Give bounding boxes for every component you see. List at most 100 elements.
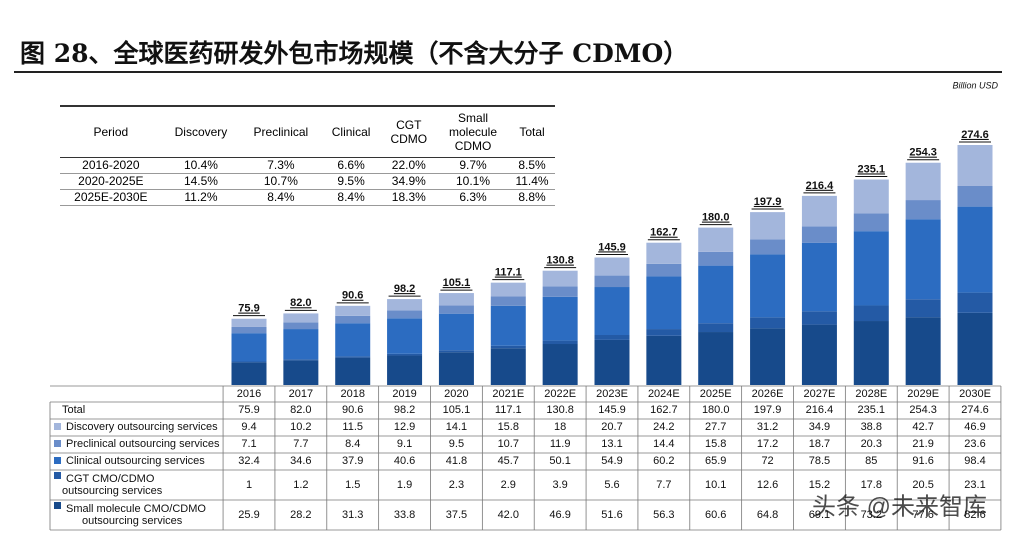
table-cell: 65.9 xyxy=(705,455,726,467)
table-cell: 82.0 xyxy=(290,404,311,416)
bar-segment xyxy=(698,265,734,324)
table-cell: 32.4 xyxy=(238,455,259,467)
row-label: Total xyxy=(62,404,85,416)
total-label: 254.3 xyxy=(909,147,937,159)
bar-segment xyxy=(594,257,630,276)
bar-segment xyxy=(542,344,578,385)
table-cell: 23.6 xyxy=(964,438,985,450)
bar-segment xyxy=(905,200,941,220)
table-cell: 31.3 xyxy=(342,509,363,521)
cagr-row: 2025E-2030E 11.2% 8.4% 8.4% 18.3% 6.3% 8.8% xyxy=(60,189,555,206)
total-label: 130.8 xyxy=(546,255,574,267)
table-cell: 2.3 xyxy=(449,479,464,491)
bar-segment xyxy=(646,263,682,277)
legend-swatch xyxy=(54,502,61,509)
bar-segment xyxy=(801,311,837,325)
table-cell: 1 xyxy=(246,479,252,491)
table-cell: 17.8 xyxy=(861,479,882,491)
table-cell: 21.9 xyxy=(912,438,933,450)
bar-segment xyxy=(283,360,319,385)
bar-segment xyxy=(283,359,319,361)
table-cell: 9.5 xyxy=(449,438,464,450)
bar-segment xyxy=(905,219,941,300)
table-cell: 9.1 xyxy=(397,438,412,450)
cagr-cell: 8.5% xyxy=(509,157,555,174)
bar-segment xyxy=(957,312,993,385)
x-tick-label: 2017 xyxy=(289,388,313,400)
table-cell: 69.1 xyxy=(809,509,830,521)
table-cell: 78.5 xyxy=(809,455,830,467)
table-cell: 1.5 xyxy=(345,479,360,491)
table-cell: 11.9 xyxy=(550,438,571,450)
table-cell: 8.4 xyxy=(345,438,360,450)
table-cell: 13.1 xyxy=(601,438,622,450)
bar-segment xyxy=(801,226,837,243)
table-cell: 10.2 xyxy=(290,421,311,433)
bar-segment xyxy=(698,251,734,266)
total-label: 145.9 xyxy=(598,241,626,253)
table-cell: 82.6 xyxy=(964,509,985,521)
bar-segment xyxy=(438,352,474,385)
bar-segment xyxy=(646,329,682,336)
table-cell: 10.7 xyxy=(498,438,519,450)
cagr-header-cell: Small molecule CDMO xyxy=(436,106,510,158)
bar-segment xyxy=(594,287,630,336)
table-cell: 10.1 xyxy=(705,479,726,491)
table-cell: 28.2 xyxy=(290,509,311,521)
cagr-header-cell: CGT CDMO xyxy=(380,106,437,158)
table-cell: 90.6 xyxy=(342,404,363,416)
table-cell: 37.5 xyxy=(446,509,467,521)
chart-title: 图 28、全球医药研发外包市场规模（不含大分子 CDMO） xyxy=(20,39,689,68)
x-tick-label: 2016 xyxy=(237,388,261,400)
x-tick-label: 2030E xyxy=(959,388,991,400)
table-cell: 130.8 xyxy=(546,404,574,416)
x-tick-label: 2024E xyxy=(648,388,680,400)
total-label: 274.6 xyxy=(961,129,989,141)
cagr-header: Period Discovery Preclinical Clinical CGT CD… xyxy=(60,106,555,158)
bar-segment xyxy=(387,299,423,311)
bar-segment xyxy=(490,345,526,349)
total-label: 105.1 xyxy=(443,277,471,289)
bar-segment xyxy=(387,355,423,385)
bar-segment xyxy=(283,313,319,323)
table-cell: 15.8 xyxy=(498,421,519,433)
total-label: 162.7 xyxy=(650,227,678,239)
legend-label: Discovery outsourcing services xyxy=(66,421,218,433)
table-cell: 37.9 xyxy=(342,455,363,467)
table-cell: 197.9 xyxy=(754,404,782,416)
x-tick-label: 2027E xyxy=(804,388,836,400)
bar-segment xyxy=(853,179,889,214)
bar-segment xyxy=(387,318,423,354)
bar-segment xyxy=(542,270,578,287)
bar-segment xyxy=(646,335,682,385)
cagr-cell: 8.4% xyxy=(321,189,381,206)
cagr-table: Period Discovery Preclinical Clinical CGT CD… xyxy=(60,105,555,206)
total-label: 75.9 xyxy=(238,303,259,315)
cagr-cell: 34.9% xyxy=(380,173,437,190)
total-label: 180.0 xyxy=(702,212,730,224)
table-cell: 15.8 xyxy=(705,438,726,450)
table-cell: 23.1 xyxy=(964,479,985,491)
table-cell: 45.7 xyxy=(498,455,519,467)
table-cell: 7.7 xyxy=(656,479,671,491)
cagr-cell: 18.3% xyxy=(380,189,437,206)
legend-swatch xyxy=(54,472,61,479)
table-cell: 75.9 xyxy=(238,404,259,416)
bar-segment xyxy=(853,305,889,322)
cagr-header-cell: Preclinical xyxy=(240,106,322,158)
bar-segment xyxy=(853,231,889,306)
table-cell: 105.1 xyxy=(443,404,471,416)
bar-segment xyxy=(801,242,837,312)
table-cell: 56.3 xyxy=(653,509,674,521)
bar-segment xyxy=(542,340,578,345)
cagr-cell: 2020-2025E xyxy=(60,173,162,190)
bar-segment xyxy=(801,195,837,227)
table-cell: 50.1 xyxy=(549,455,570,467)
bar-segment xyxy=(750,212,786,240)
x-tick-label: 2025E xyxy=(700,388,732,400)
bar-segment xyxy=(490,296,526,306)
total-label: 98.2 xyxy=(394,283,415,295)
bar-segment xyxy=(231,326,267,334)
table-cell: 15.2 xyxy=(809,479,830,491)
table-cell: 98.4 xyxy=(964,455,985,467)
